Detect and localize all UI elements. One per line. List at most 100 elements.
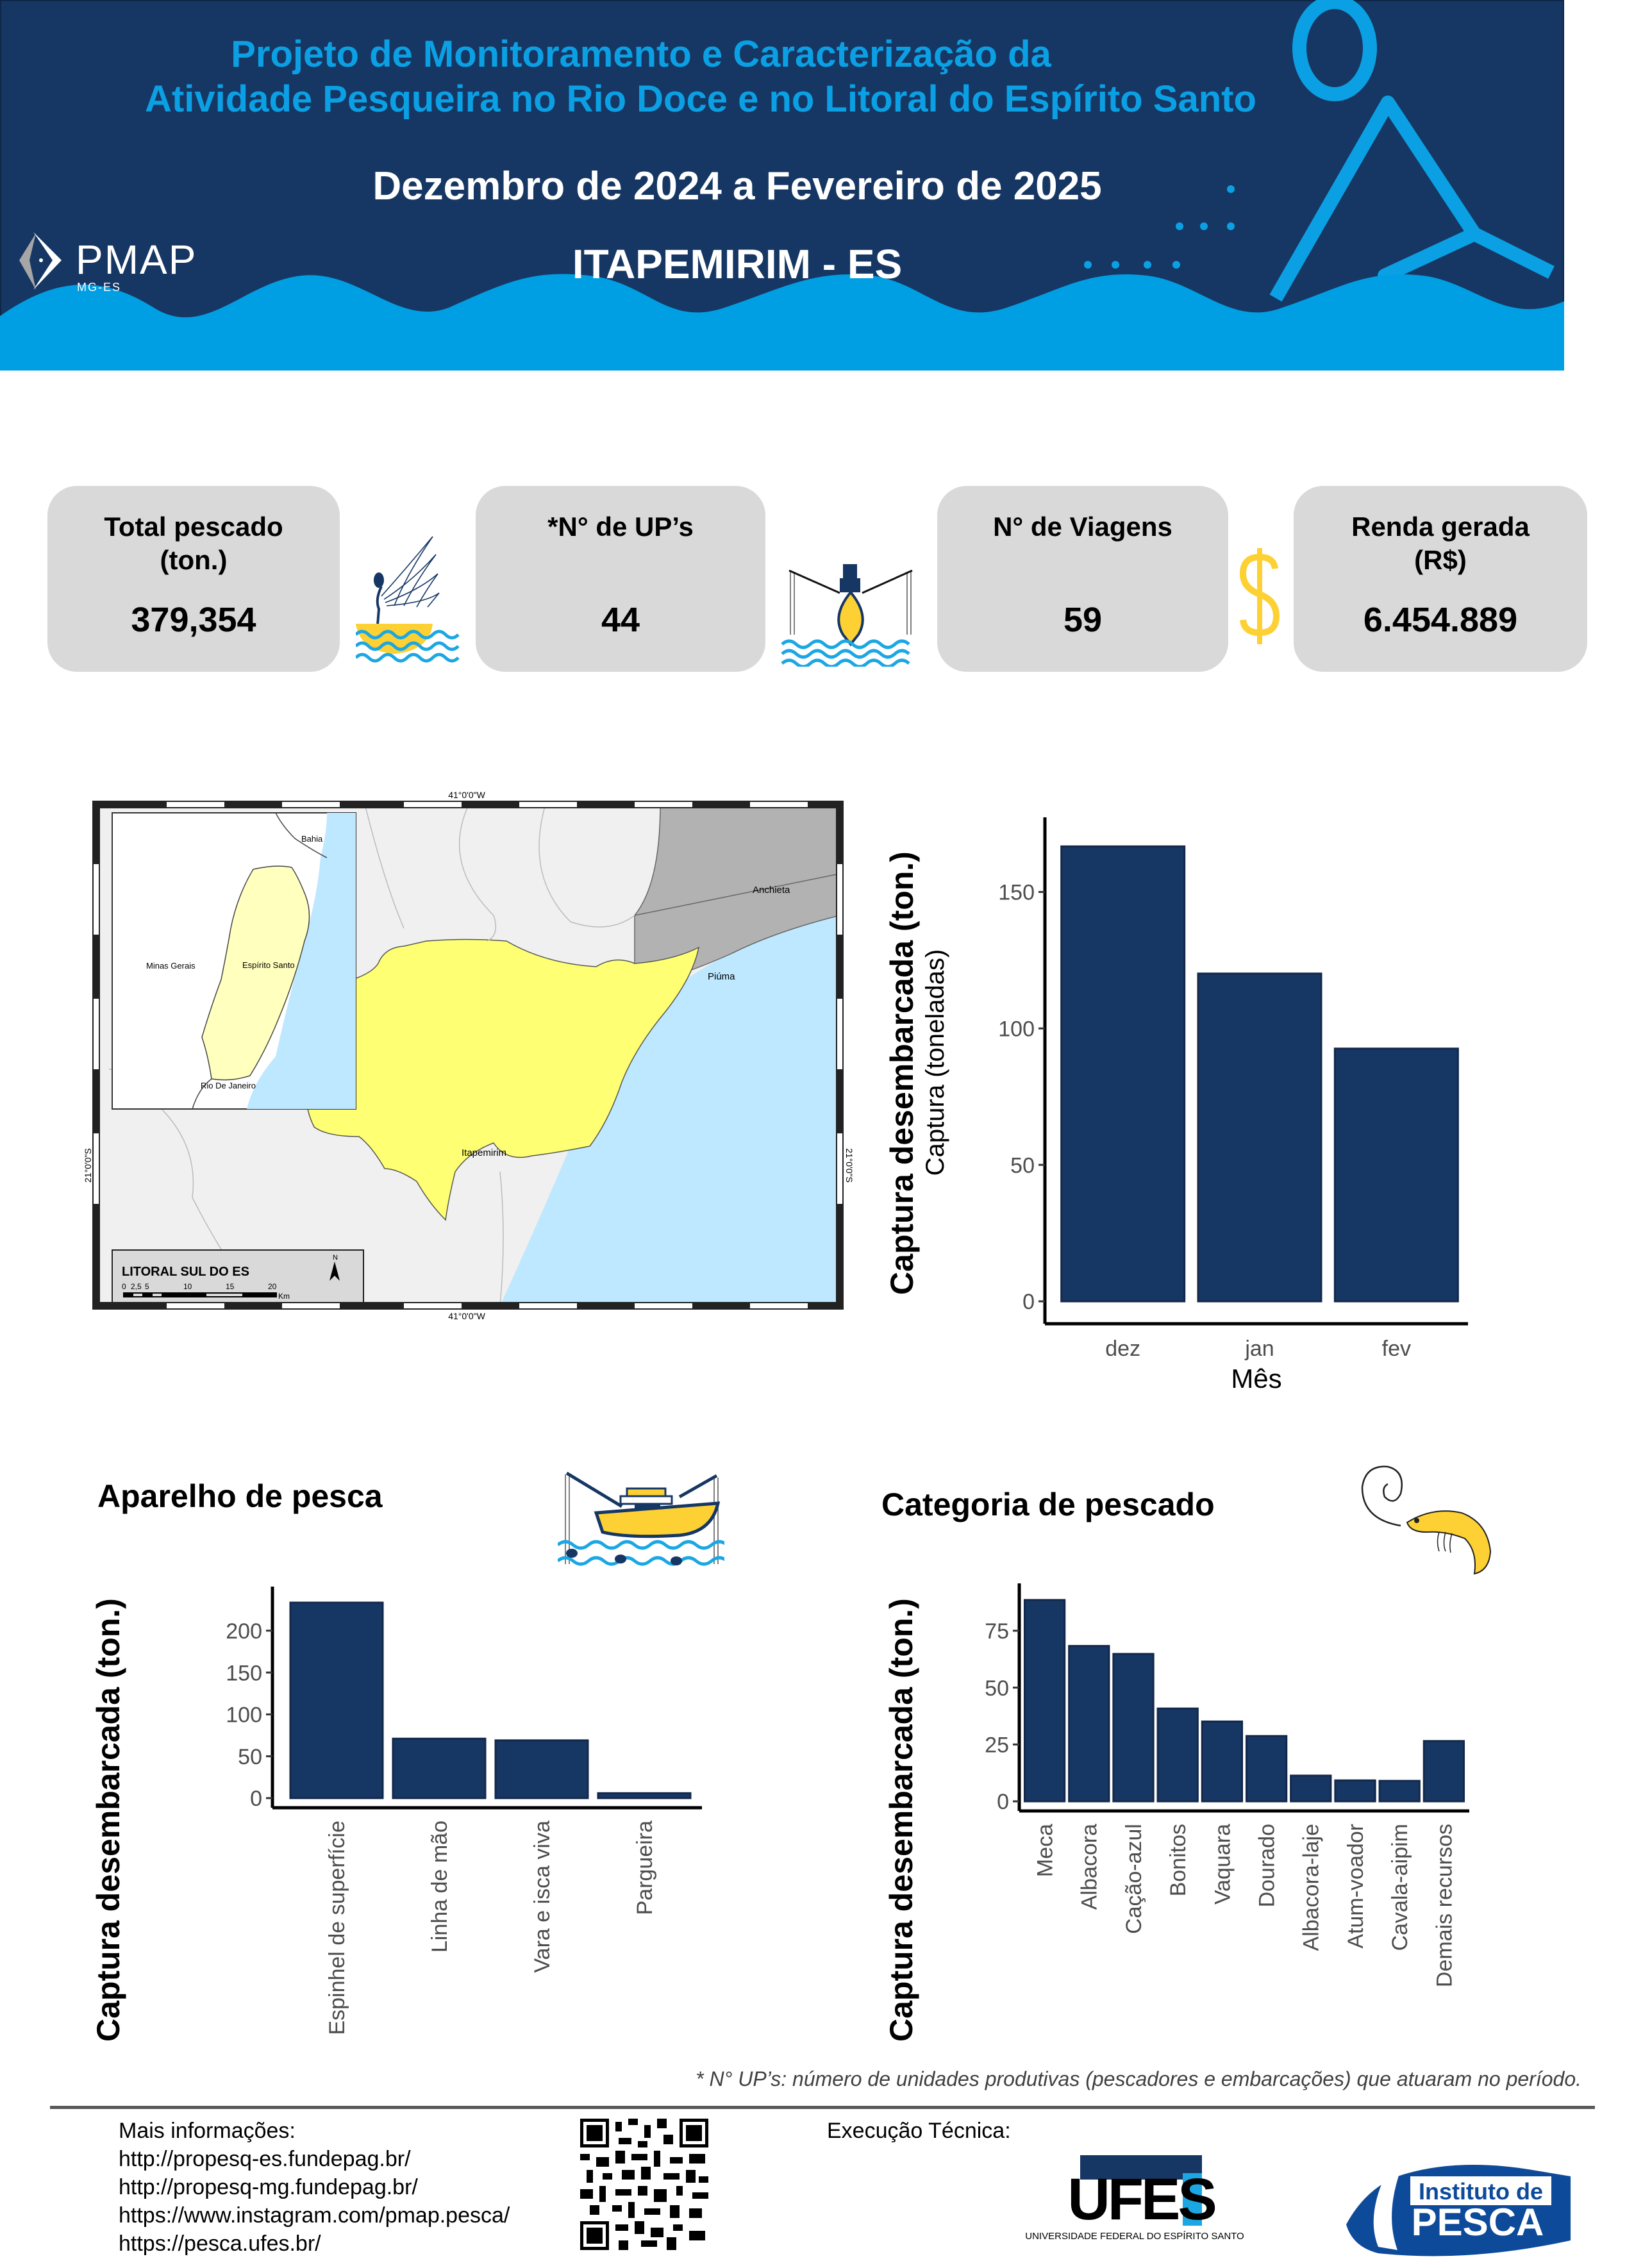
map-legend: LITORAL SUL DO ES N 0 2,5 5 10 15 20 Km	[112, 1249, 364, 1303]
ufes-caption: UNIVERSIDADE FEDERAL DO ESPÍRITO SANTO	[1025, 2231, 1244, 2242]
x-tick-label: Vaquara	[1210, 1824, 1235, 1905]
link-pesca-ufes[interactable]: https://pesca.ufes.br/	[119, 2231, 321, 2256]
stat-card-renda: Renda gerada (R$) 6.454.889	[1294, 486, 1587, 672]
y-tick-label: 75	[985, 1619, 1009, 1644]
legend-title: LITORAL SUL DO ES	[122, 1265, 249, 1279]
stat-value: 379,354	[131, 601, 256, 639]
stat-label: Renda gerada	[1351, 512, 1530, 542]
stat-label: *N° de UP’s	[547, 512, 694, 542]
buoy-ring-icon	[1292, 0, 1377, 101]
x-tick-label: jan	[1244, 1337, 1274, 1361]
bar-atum-voador	[1334, 1779, 1376, 1803]
bar-albacora	[1068, 1645, 1110, 1803]
label-piuma: Piúma	[708, 971, 735, 982]
gear-catch-chart: Captura desembarcada (ton.) 0 50 100 150 200…	[87, 1545, 715, 2058]
bar-albacora-laje	[1290, 1774, 1332, 1803]
gear-section-title: Aparelho de pesca	[97, 1478, 383, 1514]
x-tick-label: Atum-voador	[1344, 1824, 1368, 1949]
ufes-logo: UFES UNIVERSIDADE FEDERAL DO ESPÍRITO SA…	[1013, 2147, 1256, 2244]
y-tick-label: 200	[226, 1619, 262, 1644]
location-map: Bahia Minas Gerais Espírito Santo Rio De…	[83, 787, 855, 1338]
x-tick-label: Pargueira	[633, 1821, 657, 1915]
x-tick-label: Cavala-aipim	[1388, 1824, 1412, 1951]
cast-net-fisher-icon	[356, 536, 460, 663]
chart-xlabel: Mês	[1231, 1363, 1281, 1394]
stat-card-viagens: N° de Viagens 59	[937, 486, 1228, 672]
y-tick-label: 0	[997, 1790, 1009, 1814]
scale-tick: 0	[122, 1282, 126, 1291]
sea-area	[500, 915, 840, 1306]
stat-label: Total pescado	[104, 512, 283, 542]
x-tick-label: Albacora-laje	[1299, 1824, 1324, 1951]
scale-bar	[123, 1292, 277, 1297]
longline-boat-icon	[558, 1471, 724, 1566]
pmap-logo-text: PMAP	[76, 237, 197, 283]
x-tick-label: Espinhel de superfície	[325, 1821, 349, 2035]
link-propesq-es[interactable]: http://propesq-es.fundepag.br/	[119, 2147, 411, 2171]
bar-bonitos	[1156, 1707, 1199, 1803]
scale-tick: 15	[226, 1282, 235, 1291]
scale-unit: Km	[278, 1292, 290, 1301]
stat-value: 44	[601, 601, 640, 639]
scale-tick: 2,5	[131, 1282, 142, 1291]
ups-footnote: * N° UP’s: número de unidades produtivas…	[696, 2067, 1581, 2090]
north-arrow-label: N	[333, 1254, 338, 1262]
bar-fev	[1333, 1047, 1459, 1303]
instituto-pesca-logo: Instituto de PESCA	[1340, 2151, 1577, 2260]
lat-label-left: 21°0'0"S	[83, 1148, 93, 1183]
lon-label-bottom: 41°0'0"W	[448, 1311, 485, 1321]
bar-vaquara	[1201, 1720, 1244, 1803]
bar-dez	[1060, 845, 1186, 1303]
north-arrow-icon	[329, 1262, 340, 1281]
map-frame	[92, 801, 844, 1310]
stat-label: N° de Viagens	[993, 512, 1172, 542]
x-tick-label: Dourado	[1255, 1824, 1280, 1907]
x-tick-label: Linha de mão	[428, 1821, 452, 1953]
scale-tick: 5	[145, 1282, 149, 1291]
x-tick-label: fev	[1382, 1337, 1411, 1361]
pmap-logo-icon	[19, 232, 62, 290]
qr-code[interactable]	[580, 2119, 708, 2250]
x-tick-label: Albacora	[1078, 1824, 1102, 1910]
shrimp-icon	[1361, 1465, 1492, 1575]
ufes-logo-text: UFES	[1067, 2167, 1215, 2232]
bar-pargueira	[597, 1792, 692, 1799]
y-tick-label: 50	[985, 1676, 1009, 1701]
category-catch-chart: Captura desembarcada (ton.) 0 25 50 75 Meca A…	[880, 1551, 1476, 2064]
inset-label-bahia: Bahia	[301, 834, 323, 844]
porthole-dots	[1084, 185, 1235, 269]
y-tick-label: 0	[1022, 1290, 1035, 1314]
stat-value: 59	[1063, 601, 1103, 639]
x-tick-label: dez	[1105, 1337, 1140, 1361]
scale-tick: 20	[268, 1282, 277, 1291]
x-tick-label: Bonitos	[1166, 1824, 1190, 1896]
lon-label-top: 41°0'0"W	[448, 790, 485, 800]
bar-meca	[1023, 1599, 1066, 1803]
bar-ca-o-azul	[1112, 1653, 1155, 1803]
label-itapemirim: Itapemirim	[462, 1147, 506, 1158]
pesca-logo-line1: Instituto de	[1419, 2178, 1543, 2205]
sail-outline	[1269, 96, 1555, 302]
bar-demais-recursos	[1422, 1740, 1465, 1803]
bar-cavala-aipim	[1378, 1780, 1421, 1803]
monthly-catch-chart: Captura desembarcada (ton.) 0 50 100 150 dez…	[865, 798, 1474, 1394]
x-tick-label: Vara e isca viva	[530, 1821, 555, 1973]
pmap-logo-subtext: MG-ES	[77, 281, 122, 294]
boat-waves-decoration	[0, 0, 1564, 371]
bar-jan	[1197, 972, 1322, 1303]
instituto-pesca-logo-icon: Instituto de PESCA	[1346, 2165, 1571, 2256]
scale-tick: 10	[183, 1282, 192, 1291]
link-instagram[interactable]: https://www.instagram.com/pmap.pesca/	[119, 2203, 510, 2228]
link-propesq-mg[interactable]: http://propesq-mg.fundepag.br/	[119, 2175, 418, 2199]
wave-band	[0, 274, 1564, 371]
y-tick-label: 50	[1010, 1153, 1035, 1178]
label-anchieta: Anchieta	[753, 885, 790, 896]
project-title-line2: Atividade Pesqueira no Rio Doce e no Lit…	[145, 78, 1256, 120]
more-info-label: Mais informações:	[119, 2119, 296, 2143]
inset-label-rio-de-janeiro: Rio De Janeiro	[201, 1081, 256, 1090]
location-title: ITAPEMIRIM - ES	[572, 241, 903, 287]
bar-linha-de-m-o	[392, 1737, 487, 1799]
y-tick-label: 25	[985, 1733, 1009, 1758]
y-tick-label: 100	[226, 1703, 262, 1728]
x-tick-label: Demais recursos	[1432, 1824, 1456, 1987]
